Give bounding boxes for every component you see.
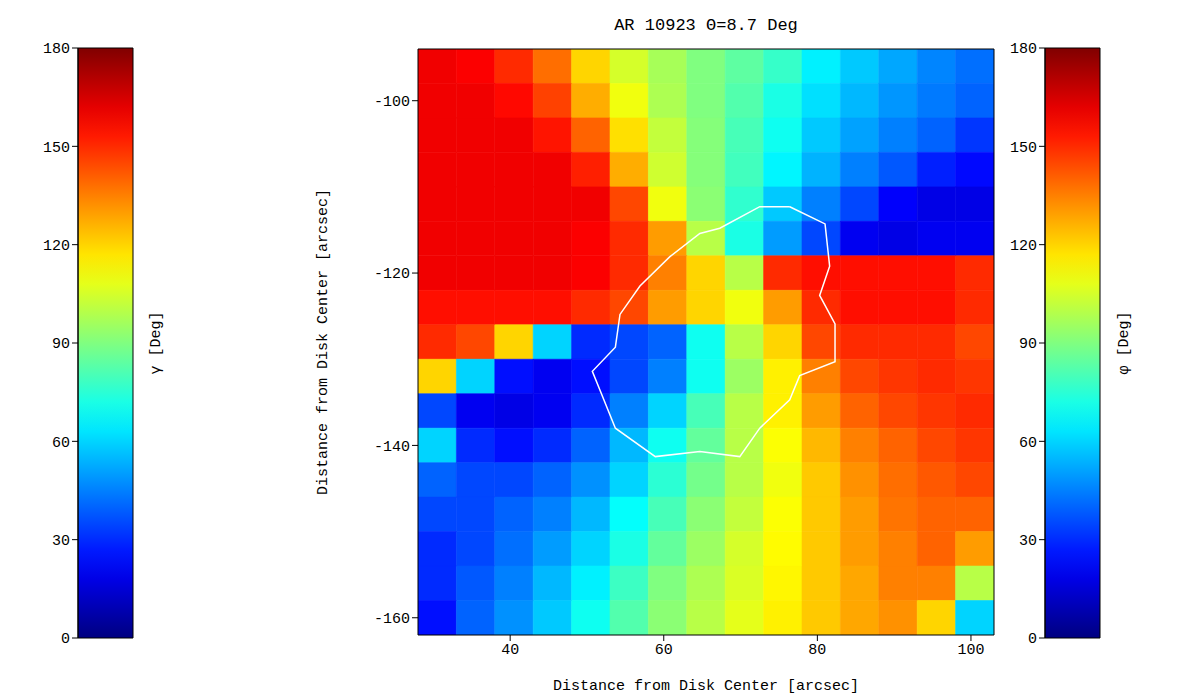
svg-text:Distance from Disk Center [arc: Distance from Disk Center [arcsec]: [553, 678, 859, 695]
svg-text:-120: -120: [374, 266, 410, 283]
svg-text:0: 0: [61, 631, 70, 648]
svg-text:φ [Deg]: φ [Deg]: [1116, 311, 1133, 374]
svg-text:AR 10923 Θ=8.7 Deg: AR 10923 Θ=8.7 Deg: [614, 16, 798, 35]
svg-text:30: 30: [1019, 533, 1037, 550]
svg-text:90: 90: [1019, 336, 1037, 353]
svg-text:180: 180: [1010, 41, 1037, 58]
svg-text:-100: -100: [374, 94, 410, 111]
svg-text:120: 120: [1010, 238, 1037, 255]
svg-text:30: 30: [52, 533, 70, 550]
svg-text:90: 90: [52, 336, 70, 353]
svg-text:40: 40: [501, 642, 519, 659]
svg-text:γ [Deg]: γ [Deg]: [148, 311, 165, 374]
svg-text:0: 0: [1028, 631, 1037, 648]
svg-text:-140: -140: [374, 439, 410, 456]
svg-text:60: 60: [52, 435, 70, 452]
svg-text:60: 60: [655, 642, 673, 659]
svg-text:150: 150: [1010, 140, 1037, 157]
svg-text:150: 150: [43, 140, 70, 157]
svg-text:120: 120: [43, 238, 70, 255]
svg-text:Distance from Disk Center [arc: Distance from Disk Center [arcsec]: [315, 189, 332, 495]
svg-text:80: 80: [808, 642, 826, 659]
svg-text:100: 100: [957, 642, 984, 659]
svg-text:180: 180: [43, 41, 70, 58]
svg-text:60: 60: [1019, 435, 1037, 452]
svg-text:-160: -160: [374, 611, 410, 628]
